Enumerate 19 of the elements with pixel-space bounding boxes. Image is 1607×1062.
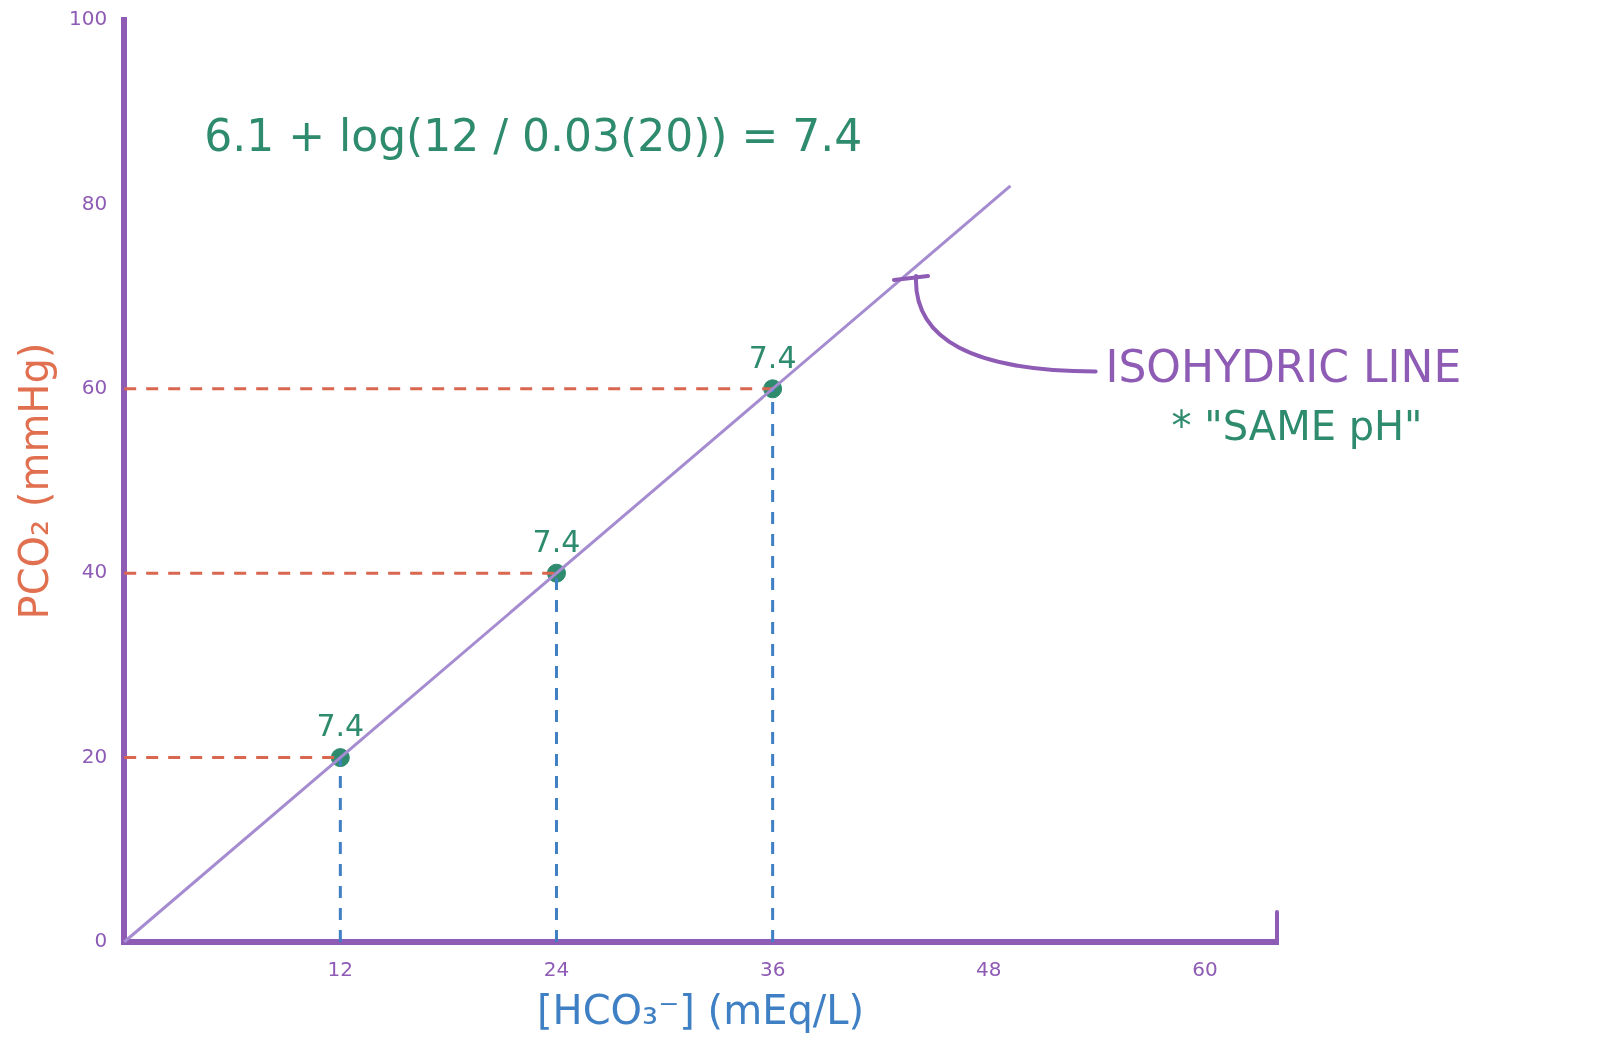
y-tick-label: 40 <box>81 559 108 584</box>
y-tick-label: 0 <box>94 928 108 953</box>
x-tick-label: 60 <box>1192 957 1218 982</box>
y-tick-label: 20 <box>81 743 108 768</box>
x-tick-label: 24 <box>543 957 570 982</box>
x-tick-label: 48 <box>976 957 1002 982</box>
y-tick-label: 80 <box>81 190 108 215</box>
text: ISOHYDRIC LINE <box>1105 341 1462 393</box>
x-tick-label: 12 <box>327 957 354 982</box>
y-tick-label: 100 <box>68 6 108 31</box>
y-axis-title: PCO₂ (mmHg) <box>11 342 58 620</box>
annotation: 7.4 <box>316 708 365 744</box>
annotation: 6.1 + log(12 / 0.03(20)) = 7.4 <box>204 110 863 162</box>
annotation: 7.4 <box>748 339 797 375</box>
annotation: 7.4 <box>532 524 581 559</box>
y-tick-label: 60 <box>81 375 108 399</box>
x-tick-label: 36 <box>759 957 786 982</box>
x-axis-title: [HCO₃⁻] (mEq/L) <box>537 987 865 1034</box>
annotation: * "SAME pH" <box>1171 403 1423 450</box>
